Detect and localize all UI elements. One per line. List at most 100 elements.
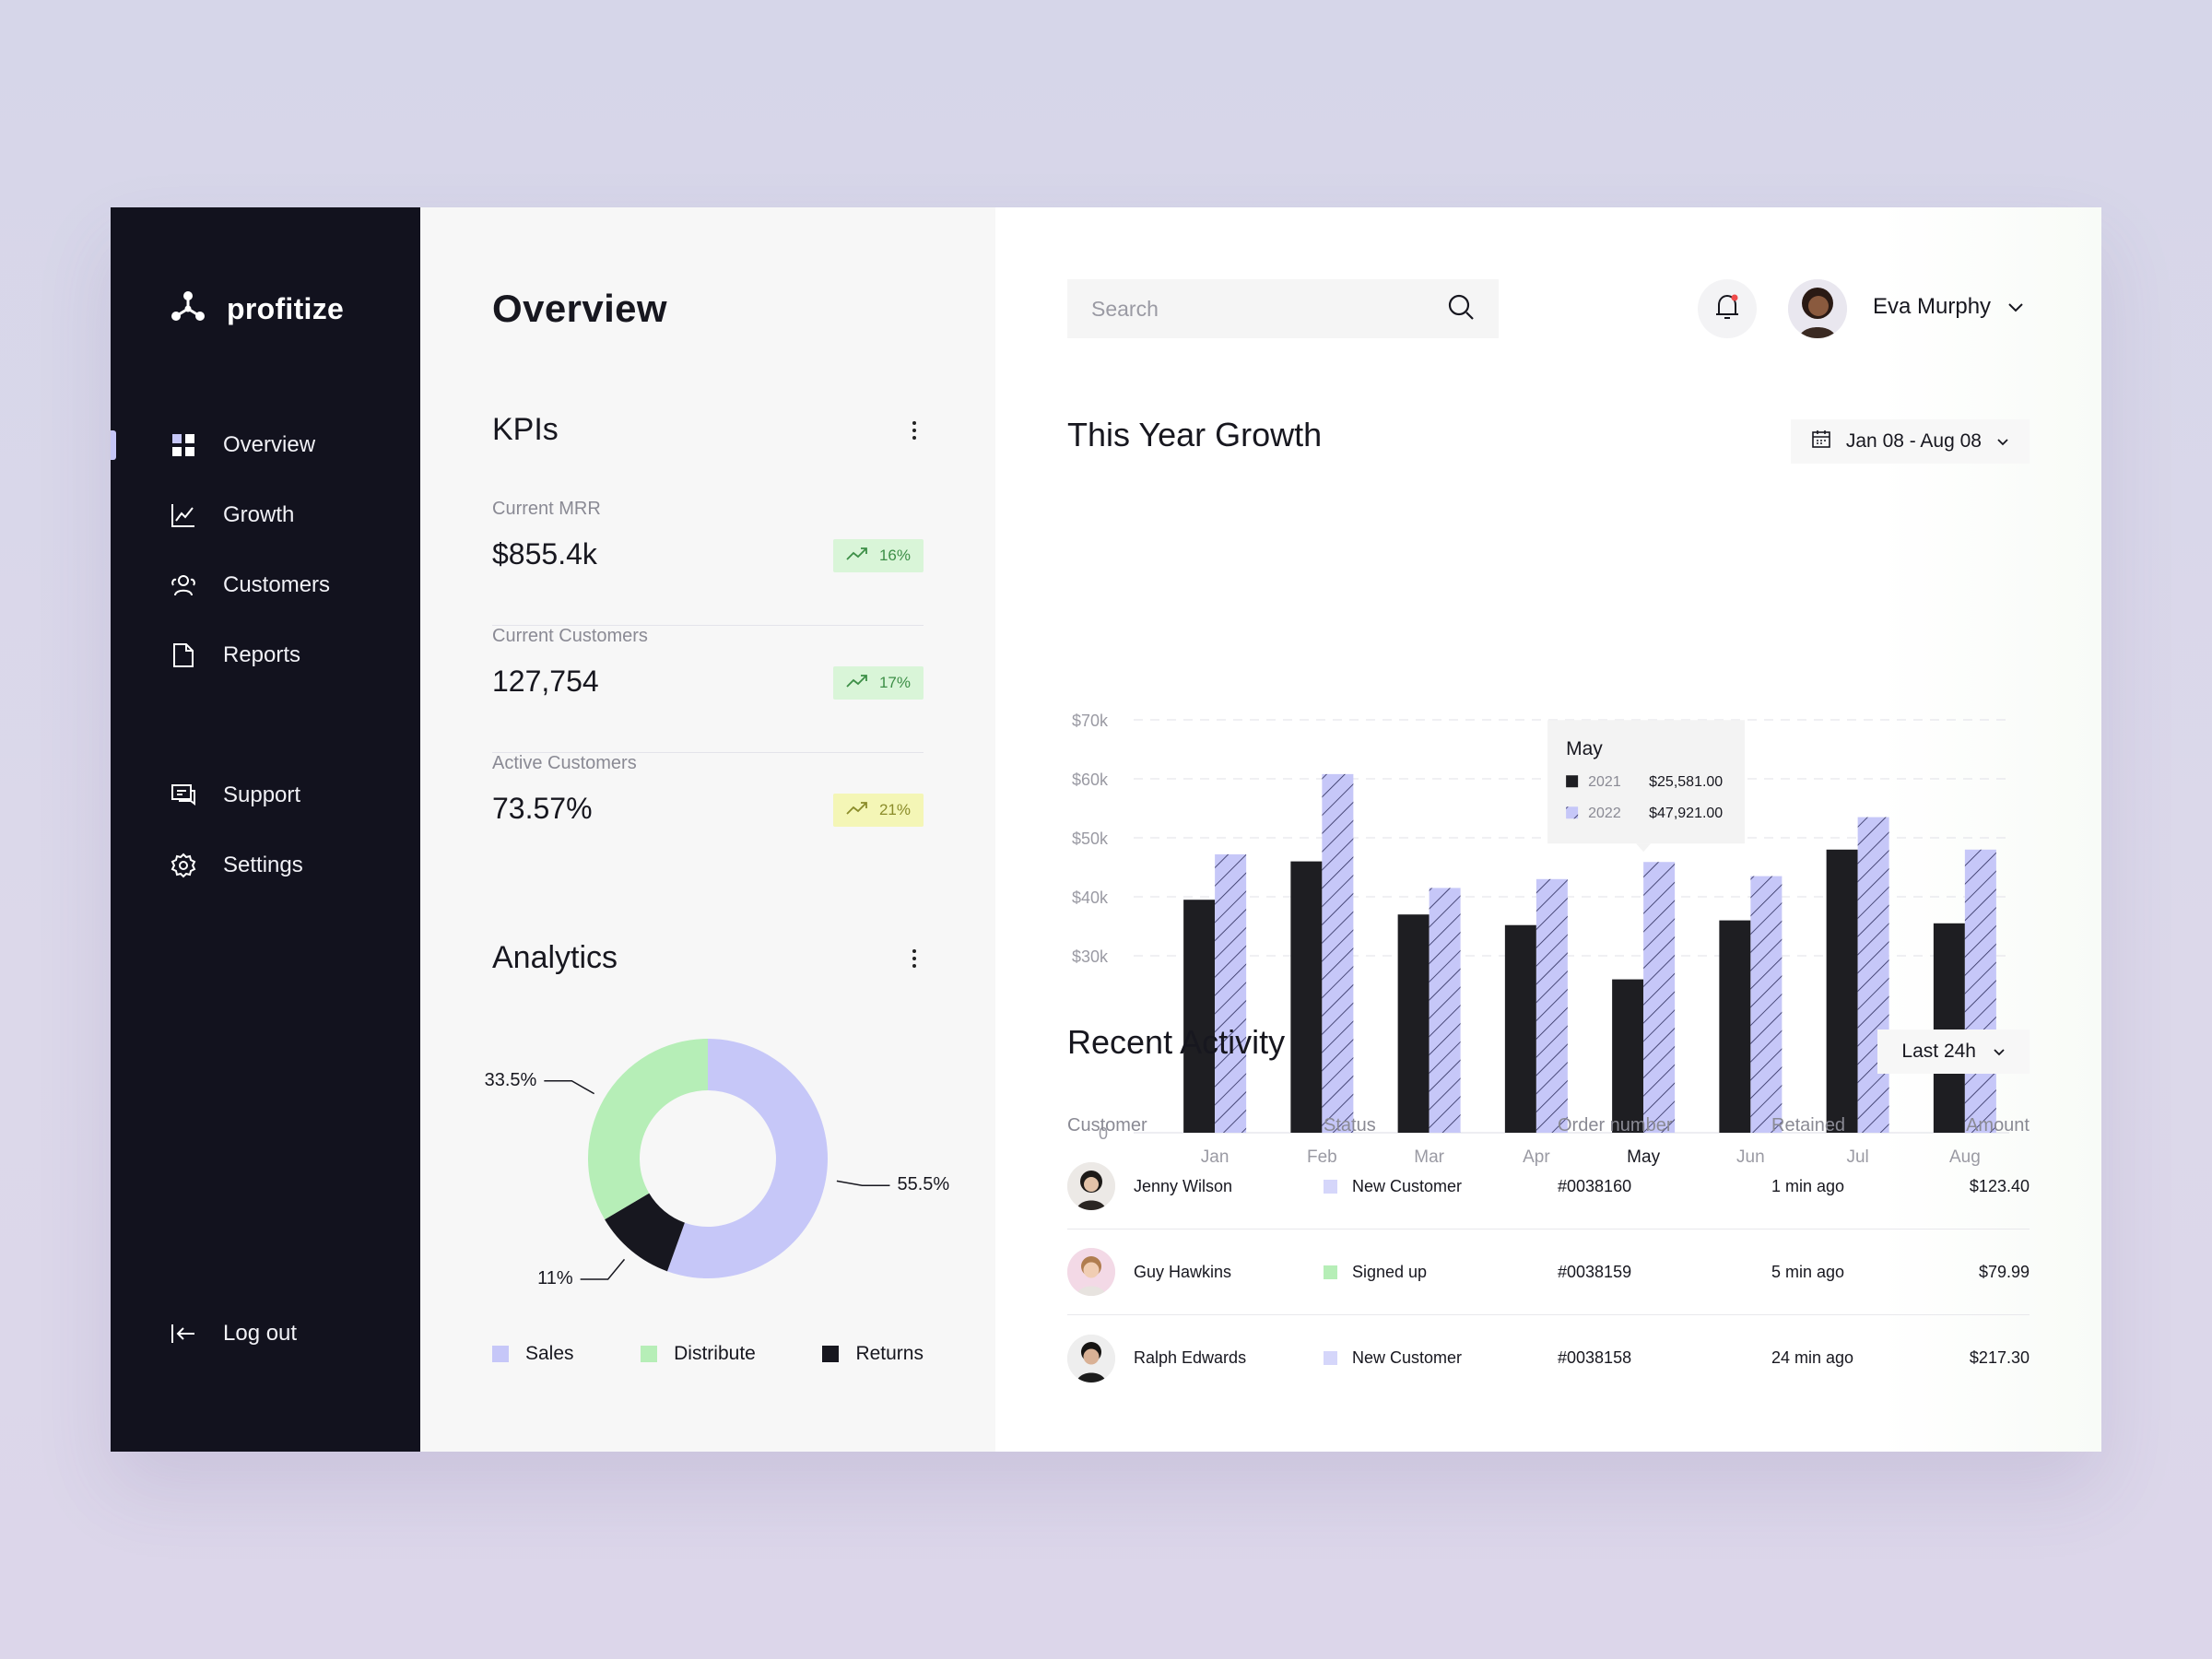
- user-menu[interactable]: Eva Murphy: [1873, 294, 2024, 320]
- donut-label-returns: 11%: [537, 1267, 573, 1288]
- x-tick-label: Feb: [1307, 1147, 1337, 1167]
- donut-label-sales: 55.5%: [897, 1174, 950, 1195]
- legend-swatch: [822, 1346, 840, 1362]
- bar-2022-jan[interactable]: [1215, 853, 1247, 1133]
- order-number: #0038159: [1558, 1262, 1632, 1281]
- retained-time: 1 min ago: [1771, 1176, 1845, 1195]
- status-swatch: [1324, 1179, 1337, 1194]
- bar-2022-mar[interactable]: [1429, 888, 1461, 1133]
- sidebar-item-label: Growth: [223, 502, 295, 527]
- user-avatar[interactable]: [1788, 279, 1847, 338]
- bar-2022-jun[interactable]: [1750, 876, 1783, 1133]
- column-header: Retained: [1771, 1114, 1846, 1135]
- table-row[interactable]: Guy Hawkins Signed up #0038159 5 min ago…: [1067, 1230, 2030, 1315]
- gear-icon: [170, 852, 197, 879]
- trend-up-icon: [846, 801, 868, 820]
- donut-slice-sales[interactable]: [666, 1039, 828, 1278]
- date-range-picker[interactable]: Jan 08 - Aug 08: [1790, 419, 2030, 464]
- sidebar-item-overview[interactable]: Overview: [111, 410, 420, 480]
- x-tick-label: May: [1627, 1147, 1660, 1167]
- sidebar-item-label: Support: [223, 782, 301, 807]
- donut-svg: [544, 1039, 890, 1280]
- sidebar-item-reports[interactable]: Reports: [111, 620, 420, 690]
- search-icon[interactable]: [1447, 293, 1475, 325]
- table-row[interactable]: Ralph Edwards New Customer #0038158 24 m…: [1067, 1315, 2030, 1401]
- kpi-label: Current Customers: [492, 626, 648, 646]
- analytics-menu-button[interactable]: [905, 945, 924, 972]
- recent-activity-table: Customer Status Order number Retained Am…: [1067, 1107, 2030, 1401]
- table-row[interactable]: Jenny Wilson New Customer #0038160 1 min…: [1067, 1144, 2030, 1230]
- logout-section: Log out: [111, 1299, 420, 1369]
- x-tick-label: Jul: [1846, 1147, 1868, 1167]
- bar-2022-apr[interactable]: [1535, 878, 1568, 1133]
- chevron-down-icon: [2007, 294, 2024, 320]
- legend-label: Sales: [525, 1343, 574, 1364]
- tooltip-swatch: [1566, 806, 1579, 819]
- retained-time: 24 min ago: [1771, 1348, 1854, 1367]
- bar-2021-aug[interactable]: [1933, 923, 1965, 1133]
- column-header: Status: [1324, 1114, 1376, 1135]
- bar-2021-jan[interactable]: [1183, 900, 1216, 1133]
- sidebar-item-growth[interactable]: Growth: [111, 480, 420, 550]
- logout-button[interactable]: Log out: [111, 1299, 420, 1369]
- activity-filter-dropdown[interactable]: Last 24h: [1877, 1030, 2030, 1074]
- bar-2021-may[interactable]: [1612, 979, 1644, 1133]
- bar-2022-feb[interactable]: [1322, 773, 1354, 1133]
- line-chart-icon: [170, 501, 197, 529]
- legend-label: Returns: [855, 1343, 924, 1364]
- bar-2021-mar[interactable]: [1397, 914, 1430, 1133]
- bar-2021-jul[interactable]: [1826, 849, 1858, 1133]
- bar-2022-aug[interactable]: [1964, 849, 1996, 1133]
- sidebar-item-support[interactable]: Support: [111, 760, 420, 830]
- grid-icon: [170, 431, 197, 459]
- retained-time: 5 min ago: [1771, 1262, 1845, 1281]
- logout-icon: [170, 1320, 197, 1347]
- brand[interactable]: profitize: [170, 288, 344, 330]
- sidebar-item-settings[interactable]: Settings: [111, 830, 420, 900]
- bar-2022-may[interactable]: [1643, 862, 1676, 1133]
- bell-icon: [1713, 292, 1741, 326]
- donut-label-distribute: 33.5%: [484, 1069, 537, 1090]
- notifications-button[interactable]: [1698, 279, 1757, 338]
- kpi-value: 73.57%: [492, 792, 593, 825]
- column-header: Order number: [1558, 1114, 1673, 1135]
- status-cell: Signed up: [1324, 1263, 1558, 1282]
- bar-2022-jul[interactable]: [1857, 817, 1889, 1133]
- avatar: [1067, 1334, 1115, 1382]
- legend-label: Distribute: [674, 1343, 756, 1364]
- legend-item-distribute: Distribute: [641, 1343, 756, 1365]
- activity-filter-label: Last 24h: [1901, 1041, 1976, 1062]
- search-input[interactable]: [1091, 296, 1423, 322]
- kpi-change-value: 16%: [878, 547, 911, 564]
- sidebar-item-customers[interactable]: Customers: [111, 550, 420, 620]
- x-tick-label: Mar: [1414, 1147, 1444, 1167]
- trend-up-icon: [846, 674, 868, 693]
- order-number: #0038160: [1558, 1176, 1632, 1195]
- kpi-current-customers: Current Customers 127,754 17%: [492, 626, 924, 753]
- support-icon: [170, 782, 197, 809]
- tooltip-series-value: $25,581.00: [1649, 774, 1723, 790]
- status-cell: New Customer: [1324, 1177, 1558, 1196]
- bar-2021-feb[interactable]: [1290, 861, 1323, 1133]
- kpis-menu-button[interactable]: [905, 417, 924, 444]
- analytics-donut-chart: 55.5% 11% 33.5%: [485, 1000, 949, 1295]
- y-tick-label: $50k: [1072, 830, 1109, 848]
- y-tick-label: $30k: [1072, 947, 1109, 966]
- users-icon: [170, 571, 197, 599]
- kpi-change-badge: 16%: [832, 539, 924, 572]
- bar-2021-apr[interactable]: [1504, 924, 1536, 1133]
- sidebar-nav: Overview Growth Customers Reports: [111, 410, 420, 900]
- donut-slice-returns[interactable]: [605, 1193, 685, 1272]
- avatar: [1067, 1162, 1115, 1210]
- dashboard-window: profitize Overview Growth Customer: [111, 207, 2101, 1452]
- customer-name: Guy Hawkins: [1134, 1262, 1232, 1281]
- customer-name: Jenny Wilson: [1134, 1176, 1233, 1195]
- donut-slice-distribute[interactable]: [588, 1039, 708, 1220]
- customer-cell: Jenny Wilson: [1067, 1162, 1324, 1210]
- status-swatch: [1324, 1265, 1337, 1279]
- kpis-title: KPIs: [492, 412, 559, 447]
- bar-2021-jun[interactable]: [1719, 920, 1751, 1133]
- y-tick-label: $40k: [1072, 888, 1109, 907]
- legend-item-returns: Returns: [822, 1343, 924, 1365]
- sidebar-item-label: Reports: [223, 642, 301, 667]
